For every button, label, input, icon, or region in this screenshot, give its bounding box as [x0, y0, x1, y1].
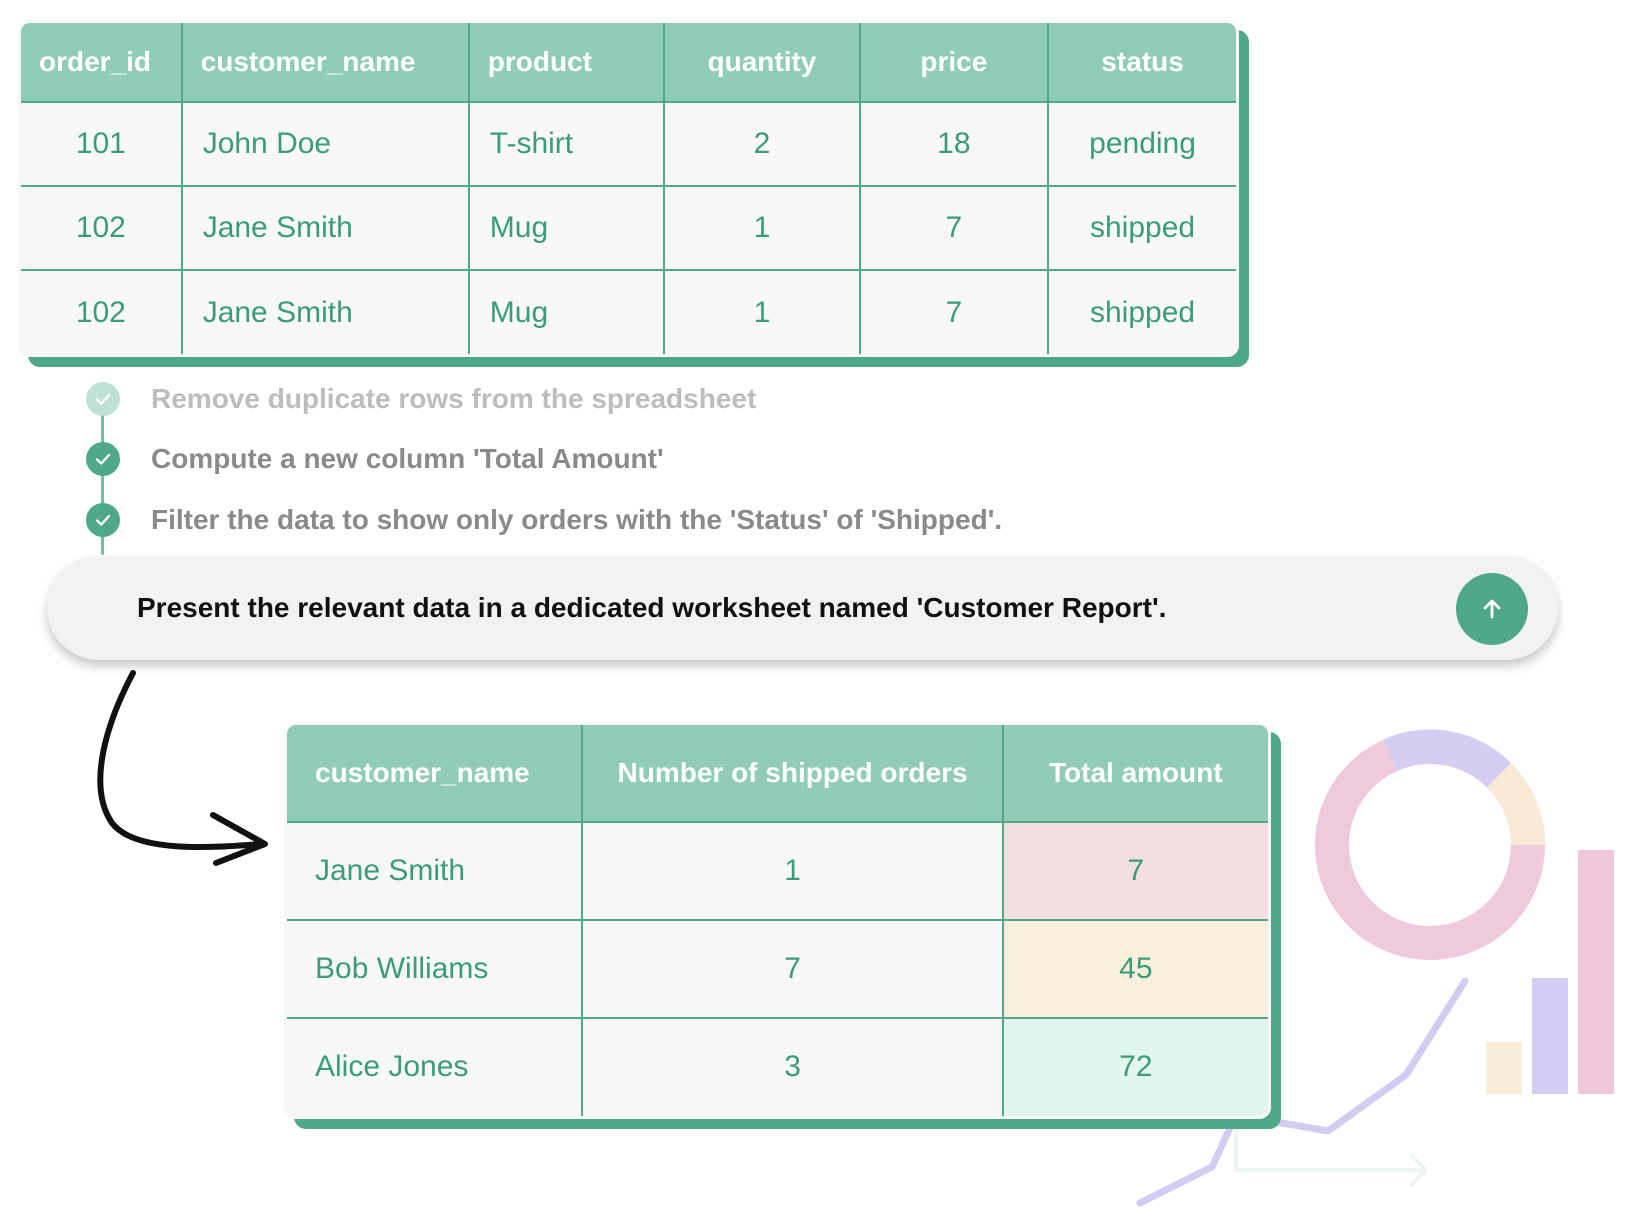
table-header-row: customer_name Number of shipped orders T… — [287, 725, 1268, 823]
cell-customer-name[interactable]: Jane Smith — [180, 184, 470, 272]
cell-status[interactable]: shipped — [1047, 269, 1236, 354]
task-timeline-line — [101, 405, 104, 555]
orders-table: order_id customer_name product quantity … — [18, 20, 1239, 357]
task-label: Compute a new column 'Total Amount' — [151, 443, 664, 474]
cell-total-amount[interactable]: 45 — [1001, 918, 1268, 1019]
arrow-up-icon — [1483, 599, 1501, 619]
task-item: Filter the data to show only orders with… — [86, 502, 1002, 538]
column-header-price[interactable]: price — [858, 23, 1050, 103]
column-header-shipped-orders[interactable]: Number of shipped orders — [581, 725, 1004, 823]
column-header-customer-name[interactable]: customer_name — [180, 23, 470, 103]
cell-status[interactable]: shipped — [1047, 184, 1236, 272]
task-item: Remove duplicate rows from the spreadshe… — [86, 381, 756, 417]
table-row: 101 John Doe T-shirt 2 18 pending — [21, 100, 1236, 187]
cell-quantity[interactable]: 1 — [663, 184, 861, 272]
cell-price[interactable]: 7 — [858, 184, 1050, 272]
cell-total-amount[interactable]: 7 — [1001, 820, 1268, 921]
cell-price[interactable]: 18 — [858, 100, 1050, 187]
column-header-total-amount[interactable]: Total amount — [1001, 725, 1268, 823]
column-header-product[interactable]: product — [467, 23, 666, 103]
column-header-order-id[interactable]: order_id — [21, 23, 183, 103]
column-header-quantity[interactable]: quantity — [663, 23, 861, 103]
cell-status[interactable]: pending — [1047, 100, 1236, 187]
task-label: Remove duplicate rows from the spreadshe… — [151, 383, 757, 414]
column-header-customer-name[interactable]: customer_name — [287, 725, 584, 823]
table-row: Alice Jones 3 72 — [287, 1016, 1268, 1116]
cell-shipped-orders[interactable]: 3 — [581, 1016, 1004, 1116]
cell-customer-name[interactable]: Jane Smith — [180, 269, 470, 354]
cell-customer-name[interactable]: Bob Williams — [287, 918, 584, 1019]
cell-shipped-orders[interactable]: 1 — [581, 820, 1004, 921]
prompt-bar[interactable]: Present the relevant data in a dedicated… — [47, 556, 1558, 660]
cell-price[interactable]: 7 — [858, 269, 1050, 354]
table-header-row: order_id customer_name product quantity … — [21, 23, 1236, 103]
cell-order-id[interactable]: 102 — [21, 184, 183, 272]
cell-customer-name[interactable]: Jane Smith — [287, 820, 584, 921]
send-button[interactable] — [1456, 573, 1528, 645]
customer-report-table: customer_name Number of shipped orders T… — [284, 722, 1271, 1119]
line-chart-decoration — [1136, 977, 1469, 1207]
cell-product[interactable]: Mug — [467, 184, 666, 272]
cell-order-id[interactable]: 101 — [21, 100, 183, 187]
checkmark-icon — [86, 503, 120, 537]
task-item: Compute a new column 'Total Amount' — [86, 441, 664, 477]
cell-customer-name[interactable]: Alice Jones — [287, 1016, 584, 1116]
cell-quantity[interactable]: 1 — [663, 269, 861, 354]
cell-quantity[interactable]: 2 — [663, 100, 861, 187]
prompt-input-text[interactable]: Present the relevant data in a dedicated… — [137, 592, 1167, 623]
cell-product[interactable]: Mug — [467, 269, 666, 354]
donut-chart-decoration — [1315, 729, 1546, 960]
table-row: 102 Jane Smith Mug 1 7 shipped — [21, 269, 1236, 354]
bar-chart-decoration — [1486, 850, 1614, 1094]
cell-customer-name[interactable]: John Doe — [180, 100, 470, 187]
cell-product[interactable]: T-shirt — [467, 100, 666, 187]
column-header-status[interactable]: status — [1047, 23, 1236, 103]
cell-total-amount[interactable]: 72 — [1001, 1016, 1268, 1116]
table-row: Jane Smith 1 7 — [287, 820, 1268, 921]
checkmark-icon — [86, 382, 120, 416]
checkmark-icon — [86, 442, 120, 476]
cell-order-id[interactable]: 102 — [21, 269, 183, 354]
curved-arrow-icon — [97, 670, 268, 866]
table-row: Bob Williams 7 45 — [287, 918, 1268, 1019]
task-label: Filter the data to show only orders with… — [151, 504, 1003, 535]
table-row: 102 Jane Smith Mug 1 7 shipped — [21, 184, 1236, 272]
cell-shipped-orders[interactable]: 7 — [581, 918, 1004, 1019]
